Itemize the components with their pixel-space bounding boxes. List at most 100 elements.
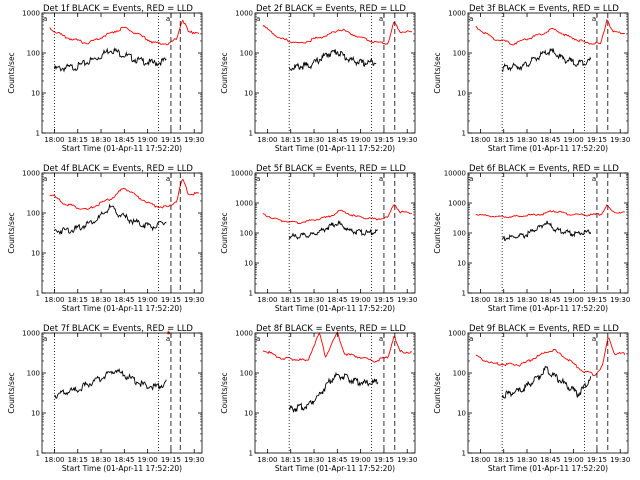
x-tick-label: 18:00	[44, 136, 64, 144]
x-tick-label: 19:00	[564, 456, 584, 464]
x-tick-label: 18:30	[304, 296, 324, 304]
x-tick-label: 18:15	[68, 136, 88, 144]
plot-frame	[254, 12, 416, 134]
lld-series-line	[49, 178, 199, 210]
y-axis-label: Counts/sec	[433, 372, 442, 413]
y-tick-label: 100	[453, 370, 466, 378]
y-tick-label: 10	[457, 410, 466, 418]
plot-frame	[41, 12, 203, 134]
x-tick-label: 19:00	[351, 296, 371, 304]
x-tick-label: 18:45	[114, 136, 134, 144]
y-axis-label: Counts/sec	[433, 212, 442, 253]
attenuator-icon: a	[256, 15, 260, 23]
x-tick-label: 18:15	[68, 456, 88, 464]
y-axis-label: Counts/sec	[7, 372, 16, 413]
x-tick-label: 18:15	[281, 296, 301, 304]
x-tick-label: 18:30	[91, 136, 111, 144]
lld-series-line	[262, 21, 412, 45]
lld-series-line	[49, 19, 200, 46]
y-tick-label: 100	[27, 370, 40, 378]
x-tick-label: 19:30	[184, 136, 204, 144]
x-tick-label: 19:00	[138, 296, 158, 304]
y-tick-label: 1000	[448, 10, 466, 18]
x-tick-label: 19:15	[374, 296, 394, 304]
x-tick-label: 18:15	[68, 296, 88, 304]
events-series-line	[53, 47, 167, 73]
y-tick-label: 1000	[235, 10, 253, 18]
y-tick-label: 1	[462, 130, 466, 138]
x-axis-label: Start Time (01-Apr-11 17:52:20)	[62, 464, 182, 473]
chart-title: Det 7f BLACK = Events, RED = LLD	[43, 324, 193, 334]
x-tick-label: 19:15	[587, 456, 607, 464]
y-tick-label: 10	[244, 410, 253, 418]
chart-title: Det 6f BLACK = Events, RED = LLD	[469, 164, 619, 174]
chart-title: Det 1f BLACK = Events, RED = LLD	[43, 4, 193, 14]
x-axis-label: Start Time (01-Apr-11 17:52:20)	[275, 144, 395, 153]
x-tick-label: 19:00	[564, 136, 584, 144]
y-tick-label: 1000	[235, 330, 253, 338]
events-series-line	[54, 203, 167, 236]
attenuator-icon: a	[43, 15, 47, 23]
events-series-line	[289, 371, 379, 413]
x-tick-label: 18:30	[304, 456, 324, 464]
attenuator-icon: a	[43, 335, 47, 343]
y-tick-label: 1000	[235, 200, 253, 208]
attenuator-icon: a	[166, 15, 170, 23]
y-tick-label: 1	[36, 450, 40, 458]
plot-frame	[254, 332, 416, 454]
x-tick-label: 19:30	[184, 456, 204, 464]
y-tick-label: 10	[31, 410, 40, 418]
y-axis-label: Counts/sec	[220, 52, 229, 93]
events-series-line	[288, 49, 377, 72]
y-axis-label: Counts/sec	[7, 52, 16, 93]
x-tick-label: 18:45	[114, 296, 134, 304]
attenuator-icon: a	[592, 175, 596, 183]
y-tick-label: 1000	[448, 200, 466, 208]
y-tick-label: 10	[31, 250, 40, 258]
attenuator-icon: a	[469, 335, 473, 343]
x-tick-label: 18:00	[257, 456, 277, 464]
x-tick-label: 19:15	[161, 296, 181, 304]
x-tick-label: 19:00	[138, 136, 158, 144]
y-tick-label: 1	[462, 290, 466, 298]
y-tick-label: 100	[27, 50, 40, 58]
plot-frame	[41, 332, 203, 454]
y-tick-label: 100	[453, 230, 466, 238]
attenuator-icon: a	[592, 15, 596, 23]
x-axis-label: Start Time (01-Apr-11 17:52:20)	[62, 144, 182, 153]
x-tick-label: 19:30	[610, 296, 630, 304]
plot-frame	[41, 172, 203, 294]
x-tick-label: 18:30	[91, 456, 111, 464]
x-tick-label: 18:00	[470, 296, 490, 304]
plot-frame	[467, 172, 629, 294]
y-tick-label: 1000	[22, 330, 40, 338]
y-tick-label: 1	[249, 130, 253, 138]
y-tick-label: 1	[36, 130, 40, 138]
attenuator-icon: a	[379, 335, 383, 343]
x-tick-label: 18:00	[470, 456, 490, 464]
x-tick-label: 19:30	[397, 136, 417, 144]
x-tick-label: 18:30	[304, 136, 324, 144]
events-series-line	[501, 365, 592, 399]
x-tick-label: 18:30	[517, 296, 537, 304]
attenuator-icon: a	[469, 15, 473, 23]
attenuator-icon: a	[166, 175, 170, 183]
lld-series-line	[262, 330, 413, 363]
x-tick-label: 18:45	[114, 456, 134, 464]
x-tick-label: 19:30	[610, 456, 630, 464]
attenuator-icon: a	[256, 335, 260, 343]
lld-series-line	[475, 204, 625, 219]
x-tick-label: 19:00	[138, 456, 158, 464]
x-tick-label: 19:30	[610, 136, 630, 144]
x-axis-label: Start Time (01-Apr-11 17:52:20)	[275, 304, 395, 313]
x-tick-label: 19:15	[374, 456, 394, 464]
x-axis-label: Start Time (01-Apr-11 17:52:20)	[488, 144, 608, 153]
x-tick-label: 18:45	[327, 296, 347, 304]
attenuator-icon: a	[379, 15, 383, 23]
x-tick-label: 19:15	[587, 296, 607, 304]
y-tick-label: 10	[457, 90, 466, 98]
